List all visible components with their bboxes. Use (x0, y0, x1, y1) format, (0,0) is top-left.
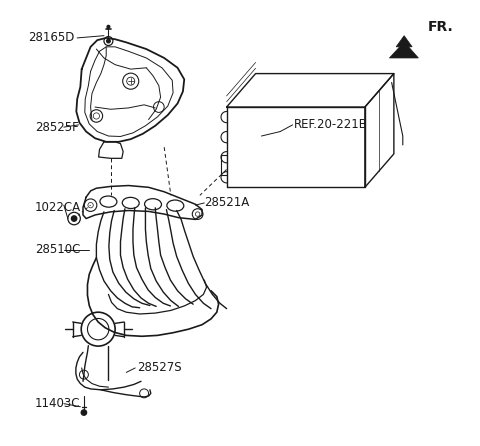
Text: 28527S: 28527S (137, 361, 182, 375)
Circle shape (107, 25, 110, 28)
Text: 28525F: 28525F (35, 120, 79, 134)
Text: 11403C: 11403C (35, 397, 80, 410)
Polygon shape (389, 36, 419, 58)
Circle shape (81, 410, 86, 415)
Text: FR.: FR. (427, 20, 453, 34)
Text: 28165D: 28165D (29, 31, 75, 45)
Circle shape (107, 39, 110, 43)
Circle shape (72, 216, 77, 221)
Text: REF.20-221B: REF.20-221B (293, 118, 367, 132)
Text: 1022CA: 1022CA (35, 201, 81, 214)
Text: 28521A: 28521A (204, 196, 250, 210)
Text: 28510C: 28510C (35, 243, 80, 256)
